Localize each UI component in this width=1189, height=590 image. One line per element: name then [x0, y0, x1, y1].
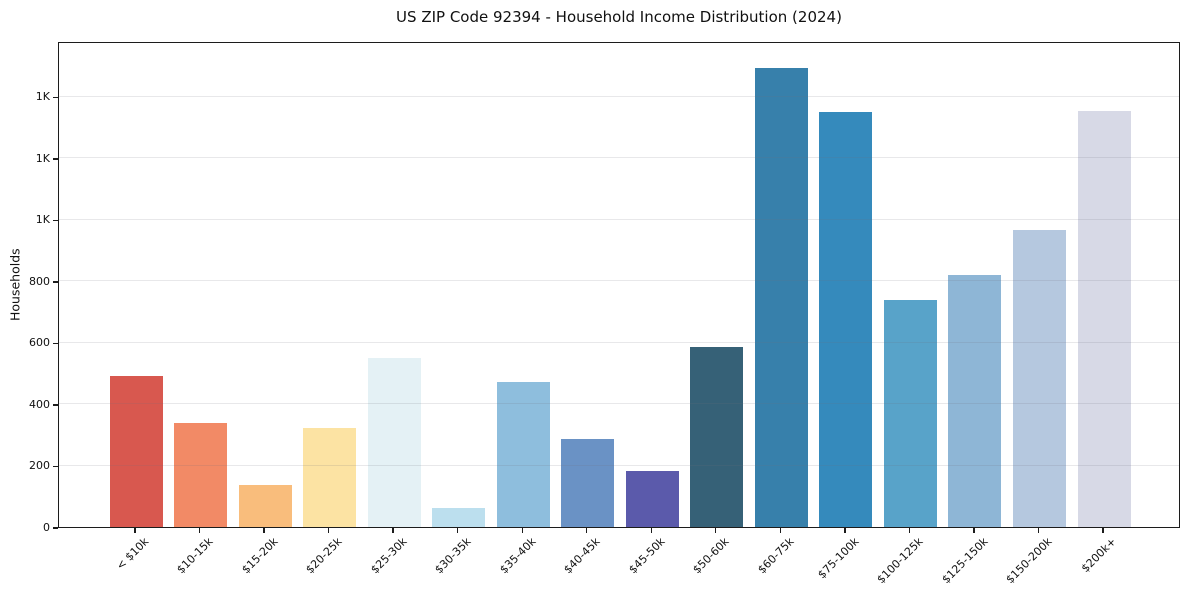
x-tick-mark: [715, 528, 717, 533]
x-tick-label: $200k+: [1079, 535, 1120, 576]
bar-40-45k: [561, 439, 615, 527]
bar-20-25k: [303, 427, 357, 527]
x-tick-label: $15-20k: [239, 535, 281, 577]
x-tick-mark: [521, 528, 523, 533]
y-tick-mark: [53, 96, 58, 98]
y-tick-label: 1K: [35, 213, 50, 227]
gridline-y: [59, 157, 1179, 159]
y-tick-mark: [53, 527, 58, 529]
bar-75-100k: [819, 111, 873, 527]
x-tick-mark: [457, 528, 459, 533]
bar-60-75k: [754, 68, 808, 527]
y-tick-label: 200: [29, 459, 50, 473]
y-tick-mark: [53, 158, 58, 160]
x-tick-mark: [973, 528, 975, 533]
y-tick-mark: [53, 219, 58, 222]
y-tick-mark: [53, 465, 58, 468]
bar-200k: [1077, 110, 1131, 527]
x-tick-mark: [1102, 528, 1104, 533]
x-tick-label: $125-150k: [938, 535, 991, 587]
bar-25-30k: [367, 357, 421, 527]
y-tick-mark: [53, 404, 58, 406]
x-tick-label: $40-45k: [561, 535, 603, 577]
y-tick-label: 600: [29, 336, 50, 350]
x-tick-label: $30-35k: [432, 535, 474, 577]
bar-10k: [109, 376, 163, 527]
x-tick-mark: [650, 528, 652, 533]
bar-50-60k: [690, 347, 744, 527]
gridline-y: [59, 280, 1179, 282]
bar-45-50k: [625, 471, 679, 527]
x-tick-mark: [134, 528, 136, 533]
bar-10-15k: [174, 423, 228, 527]
gridline-y: [59, 341, 1179, 343]
gridline-y: [59, 403, 1179, 405]
x-tick-mark: [263, 528, 265, 533]
bar-30-35k: [432, 507, 486, 527]
y-tick-mark: [53, 342, 58, 345]
bar-150-200k: [1012, 229, 1066, 527]
y-tick-label: 400: [29, 397, 50, 411]
x-tick-mark: [908, 528, 911, 533]
x-tick-mark: [844, 528, 846, 533]
x-tick-label: $50-60k: [690, 535, 733, 577]
x-tick-label: $75-100k: [814, 535, 862, 582]
gridline-y: [59, 218, 1179, 220]
bar-35-40k: [496, 381, 550, 527]
x-tick-label: $35-40k: [497, 535, 539, 577]
x-tick-label: $100-125k: [874, 535, 926, 587]
bar-125-150k: [948, 275, 1002, 527]
gridline-y: [59, 464, 1179, 466]
x-tick-label: $10-15k: [174, 535, 216, 577]
chart-title: US ZIP Code 92394 - Household Income Dis…: [396, 8, 842, 26]
y-tick-label: 800: [29, 274, 50, 288]
plot-area: [58, 42, 1180, 528]
x-tick-mark: [779, 528, 781, 533]
x-tick-label: $25-30k: [368, 535, 410, 577]
y-tick-mark: [53, 281, 58, 283]
y-tick-label: 0: [43, 521, 50, 534]
x-tick-label: $150-200k: [1003, 535, 1055, 587]
bar-100-125k: [883, 300, 937, 527]
x-tick-mark: [198, 528, 201, 533]
x-tick-label: $60-75k: [755, 535, 797, 577]
x-tick-mark: [392, 528, 394, 533]
x-tick-mark: [327, 528, 330, 533]
gridline-y: [59, 95, 1179, 97]
y-tick-label: 1K: [35, 90, 50, 104]
x-tick-label: < $10k: [113, 535, 152, 573]
x-tick-mark: [1037, 528, 1040, 533]
x-tick-label: $20-25k: [303, 535, 345, 577]
x-tick-mark: [586, 528, 588, 533]
y-tick-label: 1K: [35, 151, 50, 165]
x-tick-label: $45-50k: [626, 535, 668, 577]
bar-15-20k: [238, 485, 292, 527]
